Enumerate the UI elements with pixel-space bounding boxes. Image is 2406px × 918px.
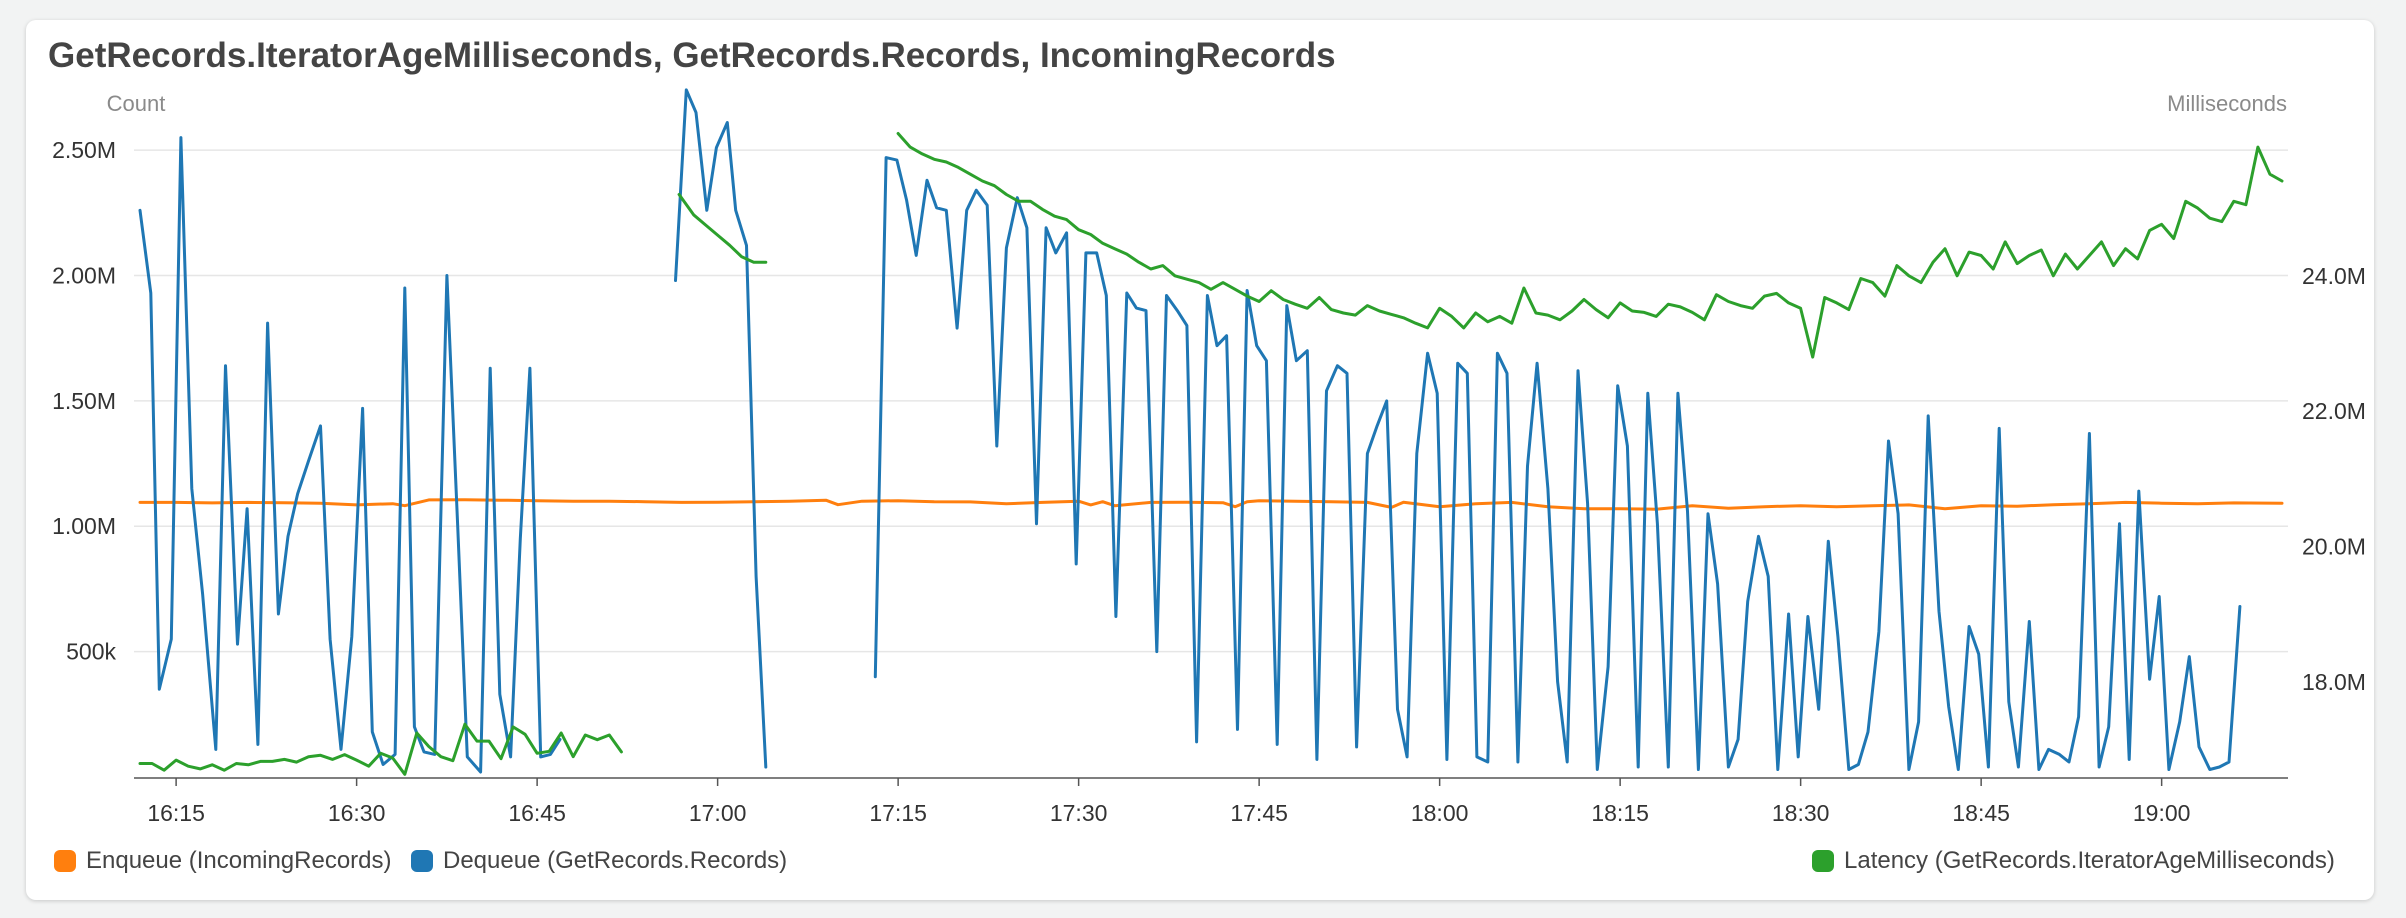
right-axis-tick-label: 24.0M [2302,263,2366,289]
x-axis-tick-label: 17:00 [689,800,747,826]
x-axis-tick-label: 18:00 [1411,800,1469,826]
legend-label-latency: Latency (GetRecords.IteratorAgeMilliseco… [1844,847,2335,874]
x-axis-tick-label: 16:15 [147,800,205,826]
left-axis-tick-label: 1.50M [52,388,116,414]
x-axis-tick-label: 18:30 [1772,800,1830,826]
legend-item-enqueue[interactable]: Enqueue (IncomingRecords) [54,846,392,876]
left-axis-tick-label: 2.50M [52,137,116,163]
legend-swatch-dequeue [411,850,433,872]
legend-label-enqueue: Enqueue (IncomingRecords) [86,847,392,874]
grid-lines [134,149,2288,653]
series-lines [138,88,2284,776]
left-axis-tick-label: 500k [66,639,116,665]
series-line-latency-getrecords-iteratoragemilliseconds [896,132,2284,359]
legend-item-latency[interactable]: Latency (GetRecords.IteratorAgeMilliseco… [1812,846,2335,876]
series-line-dequeue-getrecords-records [674,88,768,769]
series-line-latency-getrecords-iteratoragemilliseconds [677,193,768,264]
right-axis-label: Milliseconds [2167,91,2287,116]
legend-item-dequeue[interactable]: Dequeue (GetRecords.Records) [411,846,787,876]
x-axis-tick-label: 16:30 [328,800,386,826]
x-axis-tick-label: 18:45 [1952,800,2010,826]
x-axis-tick-label: 17:30 [1050,800,1108,826]
left-axis-label: Count [107,91,166,116]
series-line-enqueue-incomingrecords [138,498,2284,511]
x-axis-tick-label: 18:15 [1591,800,1649,826]
legend-label-dequeue: Dequeue (GetRecords.Records) [443,847,788,874]
series-line-latency-getrecords-iteratoragemilliseconds [138,722,623,776]
axis-ticks: 500k 1.00M 1.50M 2.00M 2.50M 18.0M 20.0M 22.0M 2… [52,137,2366,826]
x-axis-tick-label: 16:45 [508,800,566,826]
legend-swatch-enqueue [54,850,76,872]
x-axis-tick-label: 17:45 [1230,800,1288,826]
left-axis-tick-label: 2.00M [52,262,116,288]
legend-swatch-latency [1812,850,1834,872]
series-line-dequeue-getrecords-records [138,136,562,774]
x-axis-tick-label: 17:15 [869,800,927,826]
chart-plot: 500k 1.00M 1.50M 2.00M 2.50M 18.0M 20.0M 22.0M 2… [52,88,2366,826]
chart-title: GetRecords.IteratorAgeMilliseconds, GetR… [48,36,1336,75]
series-line-dequeue-getrecords-records [873,156,2242,771]
right-axis-tick-label: 18.0M [2302,669,2366,695]
right-axis-tick-label: 22.0M [2302,398,2366,424]
left-axis-tick-label: 1.00M [52,513,116,539]
x-axis-tick-label: 19:00 [2133,800,2191,826]
right-axis-tick-label: 20.0M [2302,534,2366,560]
chart-card: GetRecords.IteratorAgeMilliseconds, GetR… [26,20,2374,900]
